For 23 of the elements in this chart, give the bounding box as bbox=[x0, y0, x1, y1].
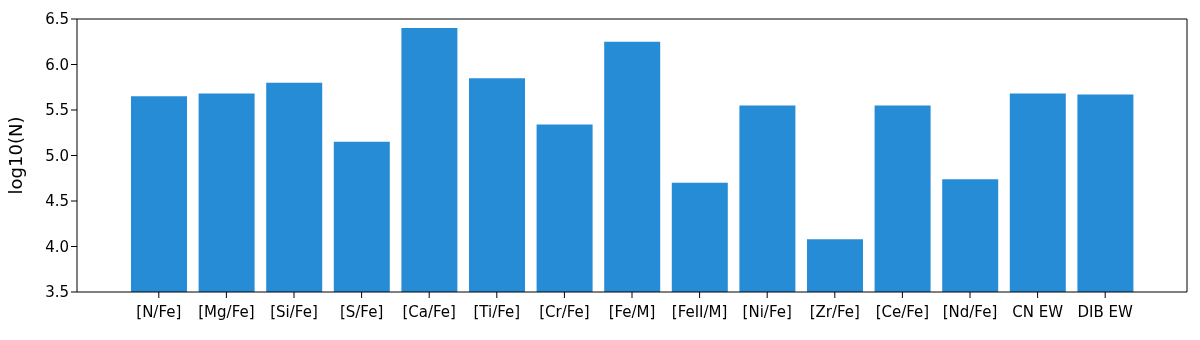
y-tick-label: 3.5 bbox=[45, 283, 69, 302]
y-axis-title: log10(N) bbox=[5, 116, 27, 195]
x-tick-label: [N/Fe] bbox=[136, 302, 182, 321]
x-tick-label: [Si/Fe] bbox=[270, 302, 318, 321]
x-tick-label: [Fe/M] bbox=[608, 302, 656, 321]
y-tick-label: 4.0 bbox=[45, 237, 69, 256]
x-tick-label: [S/Fe] bbox=[339, 302, 384, 321]
y-tick-label: 5.0 bbox=[45, 146, 69, 165]
x-tick-label: CN EW bbox=[1012, 302, 1064, 321]
y-tick-label: 6.0 bbox=[45, 55, 69, 74]
y-tick-label: 4.5 bbox=[45, 192, 69, 211]
x-tick-label: [Mg/Fe] bbox=[198, 302, 255, 321]
x-tick-label: [Ca/Fe] bbox=[402, 302, 456, 321]
x-tick-label: [Zr/Fe] bbox=[809, 302, 860, 321]
x-tick-label: [Cr/Fe] bbox=[539, 302, 590, 321]
x-tick-label: [Nd/Fe] bbox=[942, 302, 998, 321]
y-tick-label: 5.5 bbox=[45, 101, 69, 120]
x-tick-label: [Ni/Fe] bbox=[742, 302, 792, 321]
x-tick-label: [FeII/M] bbox=[671, 302, 728, 321]
x-tick-label: [Ti/Fe] bbox=[473, 302, 521, 321]
x-tick-label: [Ce/Fe] bbox=[875, 302, 930, 321]
y-tick-label: 6.5 bbox=[45, 10, 69, 29]
x-tick-label: DIB EW bbox=[1077, 302, 1134, 321]
